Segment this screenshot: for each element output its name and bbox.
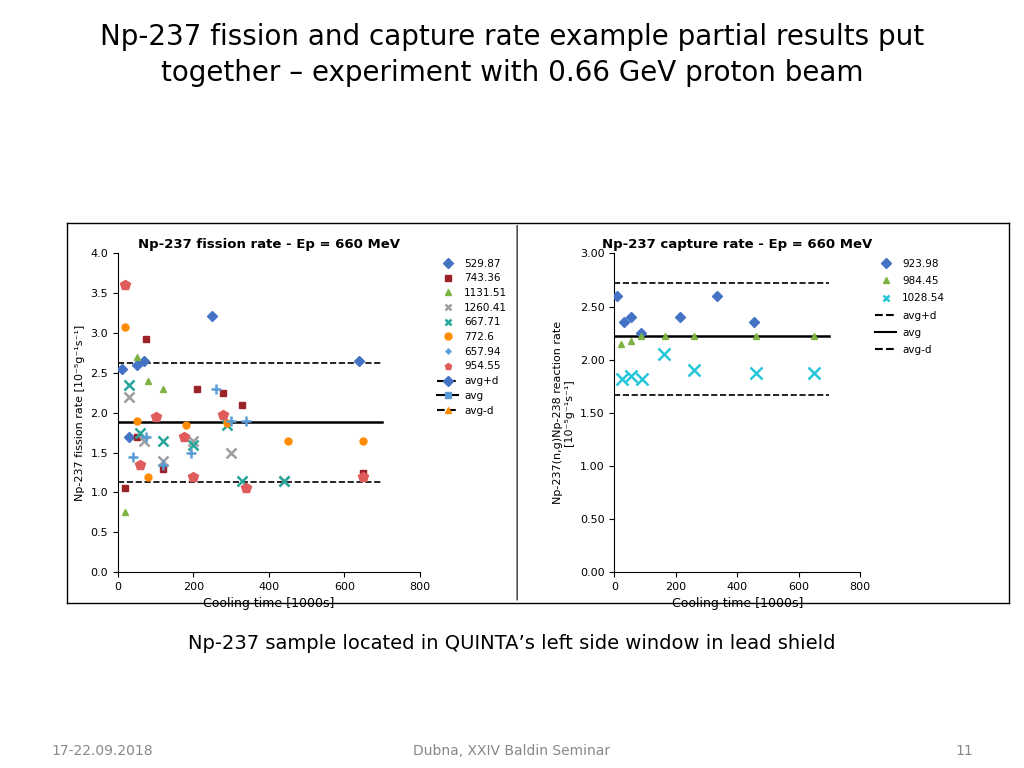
Text: 17-22.09.2018: 17-22.09.2018 (51, 744, 153, 758)
Text: Np-237 sample located in QUINTA’s left side window in lead shield: Np-237 sample located in QUINTA’s left s… (188, 634, 836, 653)
Text: Np-237 fission and capture rate example partial results put
together – experimen: Np-237 fission and capture rate example … (100, 23, 924, 87)
Title: Np-237 fission rate - Ep = 660 MeV: Np-237 fission rate - Ep = 660 MeV (138, 238, 399, 251)
X-axis label: Cooling time [1000s]: Cooling time [1000s] (203, 598, 335, 611)
Y-axis label: Np-237(n,g)Np-238 reaction rate
[10⁻⁵g⁻¹s⁻¹]: Np-237(n,g)Np-238 reaction rate [10⁻⁵g⁻¹… (553, 321, 574, 505)
Y-axis label: Np-237 fission rate [10⁻⁵g⁻¹s⁻¹]: Np-237 fission rate [10⁻⁵g⁻¹s⁻¹] (75, 325, 85, 501)
X-axis label: Cooling time [1000s]: Cooling time [1000s] (672, 598, 803, 611)
Legend: 923.98, 984.45, 1028.54, avg+d, avg, avg-d: 923.98, 984.45, 1028.54, avg+d, avg, avg… (876, 259, 945, 355)
Legend: 529.87, 743.36, 1131.51, 1260.41, 667.71, 772.6, 657.94, 954.55, avg+d, avg, avg: 529.87, 743.36, 1131.51, 1260.41, 667.71… (437, 259, 507, 415)
Text: 11: 11 (955, 744, 973, 758)
Title: Np-237 capture rate - Ep = 660 MeV: Np-237 capture rate - Ep = 660 MeV (602, 238, 872, 251)
Text: Dubna, XXIV Baldin Seminar: Dubna, XXIV Baldin Seminar (414, 744, 610, 758)
